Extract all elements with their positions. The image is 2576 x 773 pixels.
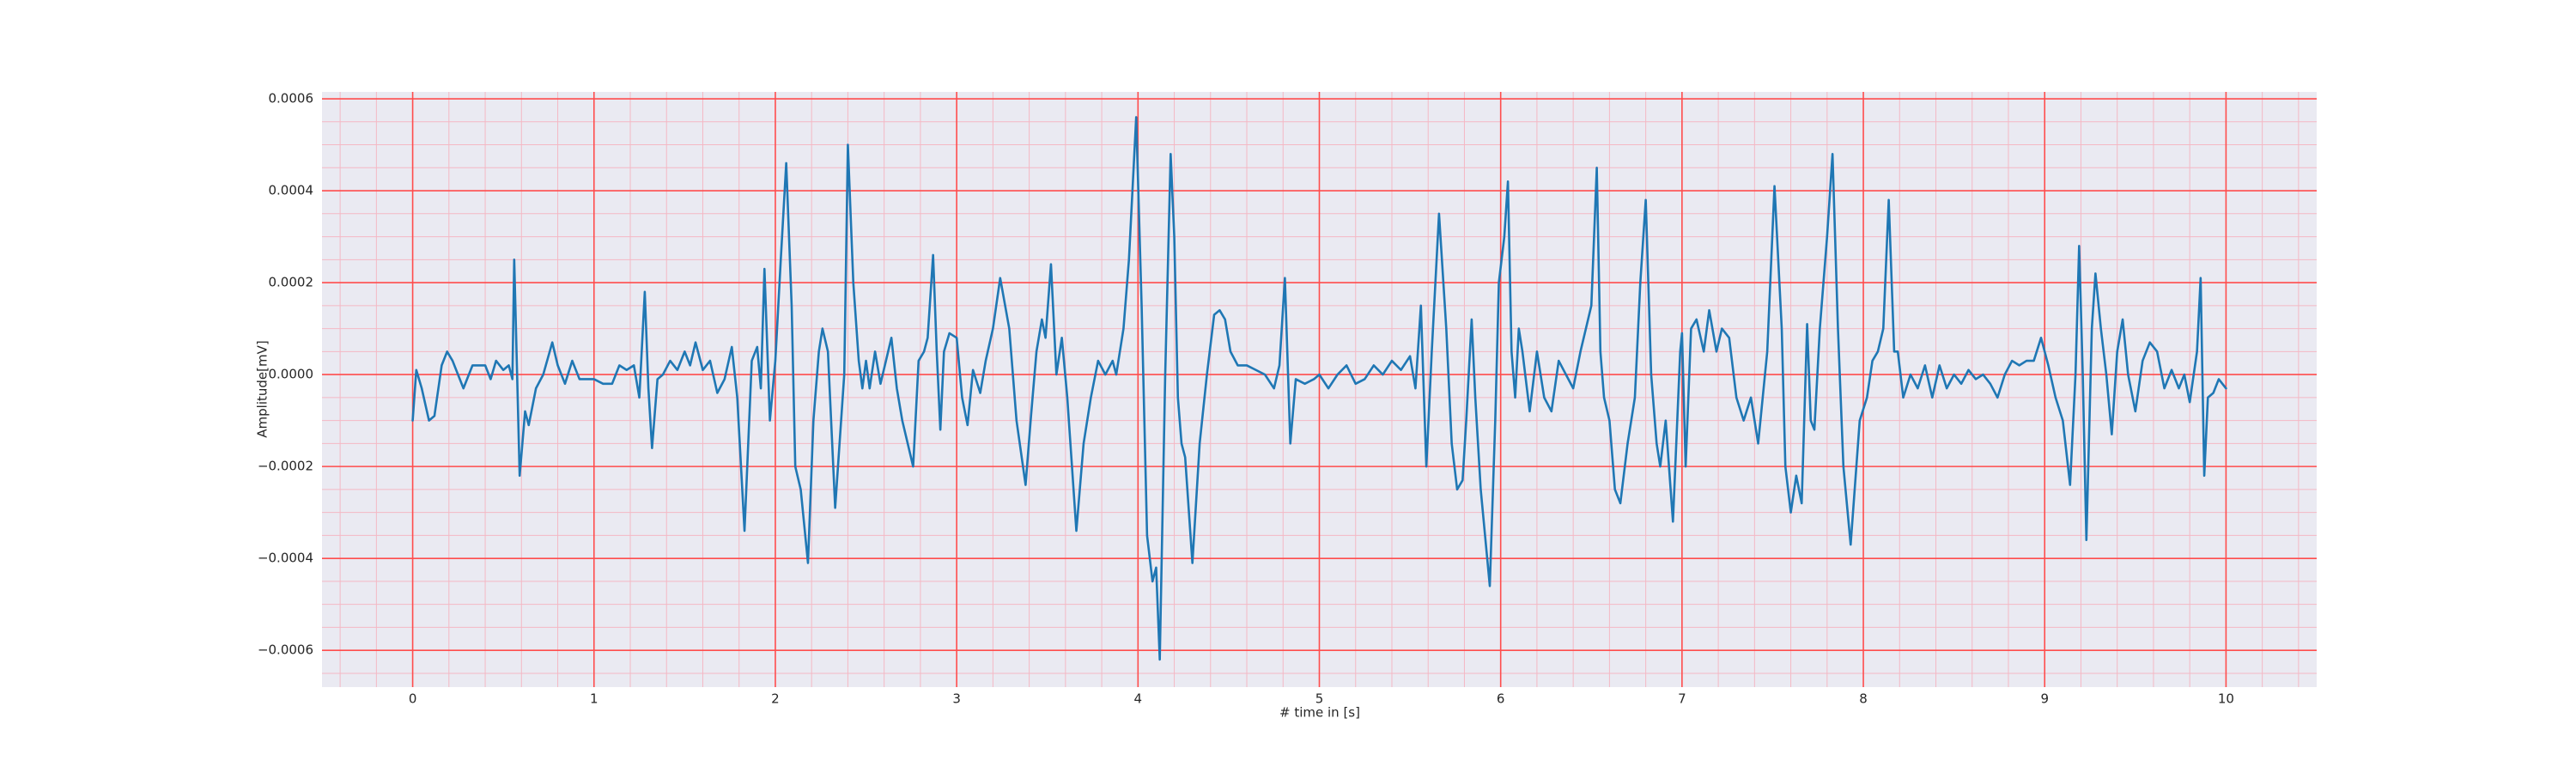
y-tick-label: −0.0006 <box>258 642 313 658</box>
y-tick-label: −0.0002 <box>258 459 313 474</box>
x-tick-label: 2 <box>771 691 780 707</box>
y-axis-label: Amplitude[mV] <box>255 340 270 437</box>
x-tick-label: 9 <box>2040 691 2049 707</box>
x-tick-label: 1 <box>590 691 598 707</box>
x-tick-label: 0 <box>409 691 417 707</box>
x-tick-label: 3 <box>952 691 961 707</box>
grid <box>322 92 2317 687</box>
x-tick-label: 8 <box>1859 691 1868 707</box>
y-tick-label: −0.0004 <box>258 551 313 566</box>
y-tick-label: 0.0002 <box>269 275 314 290</box>
x-tick-label: 4 <box>1134 691 1143 707</box>
signal-line <box>411 116 2227 661</box>
x-tick-label: 7 <box>1678 691 1686 707</box>
x-tick-label: 5 <box>1315 691 1324 707</box>
y-tick-label: 0.0000 <box>269 367 314 382</box>
x-tick-label: 6 <box>1497 691 1505 707</box>
x-tick-label: 10 <box>2218 691 2234 707</box>
y-tick-label: 0.0006 <box>269 91 314 107</box>
x-axis-label: # time in [s] <box>1279 705 1360 721</box>
y-tick-label: 0.0004 <box>269 183 314 198</box>
